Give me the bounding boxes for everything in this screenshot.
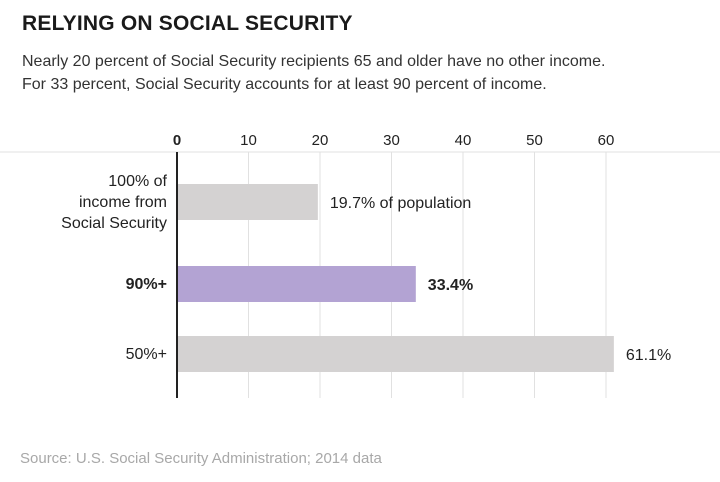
source-note: Source: U.S. Social Security Administrat… (20, 450, 382, 467)
category-label-1-line-0: 90%+ (126, 276, 167, 293)
category-label-0-line-0: 100% of (108, 173, 167, 190)
value-label-0: 19.7% of population (330, 195, 471, 212)
x-tick-label-50: 50 (526, 132, 543, 149)
subtitle-line-2: For 33 percent, Social Security accounts… (22, 76, 547, 93)
value-label-2: 61.1% (626, 347, 671, 364)
x-tick-label-40: 40 (455, 132, 472, 149)
subtitle-line-1: Nearly 20 percent of Social Security rec… (22, 53, 606, 70)
bar-chart: 0 10 20 30 40 50 60 100% of income from Social Se… (0, 132, 720, 398)
bar-0 (177, 184, 318, 220)
category-label-0-line-2: Social Security (61, 215, 167, 232)
bar-1 (177, 266, 416, 302)
category-label-2-line-0: 50%+ (126, 346, 167, 363)
x-tick-label-30: 30 (383, 132, 400, 149)
bar-2 (177, 336, 614, 372)
value-label-1: 33.4% (428, 277, 473, 294)
x-tick-label-20: 20 (312, 132, 329, 149)
x-tick-label-0: 0 (173, 132, 181, 149)
x-tick-label-60: 60 (598, 132, 615, 149)
chart-title: RELYING ON SOCIAL SECURITY (22, 12, 353, 35)
category-label-0-line-1: income from (79, 194, 167, 211)
x-tick-label-10: 10 (240, 132, 257, 149)
chart-subtitle: Nearly 20 percent of Social Security rec… (22, 50, 702, 96)
